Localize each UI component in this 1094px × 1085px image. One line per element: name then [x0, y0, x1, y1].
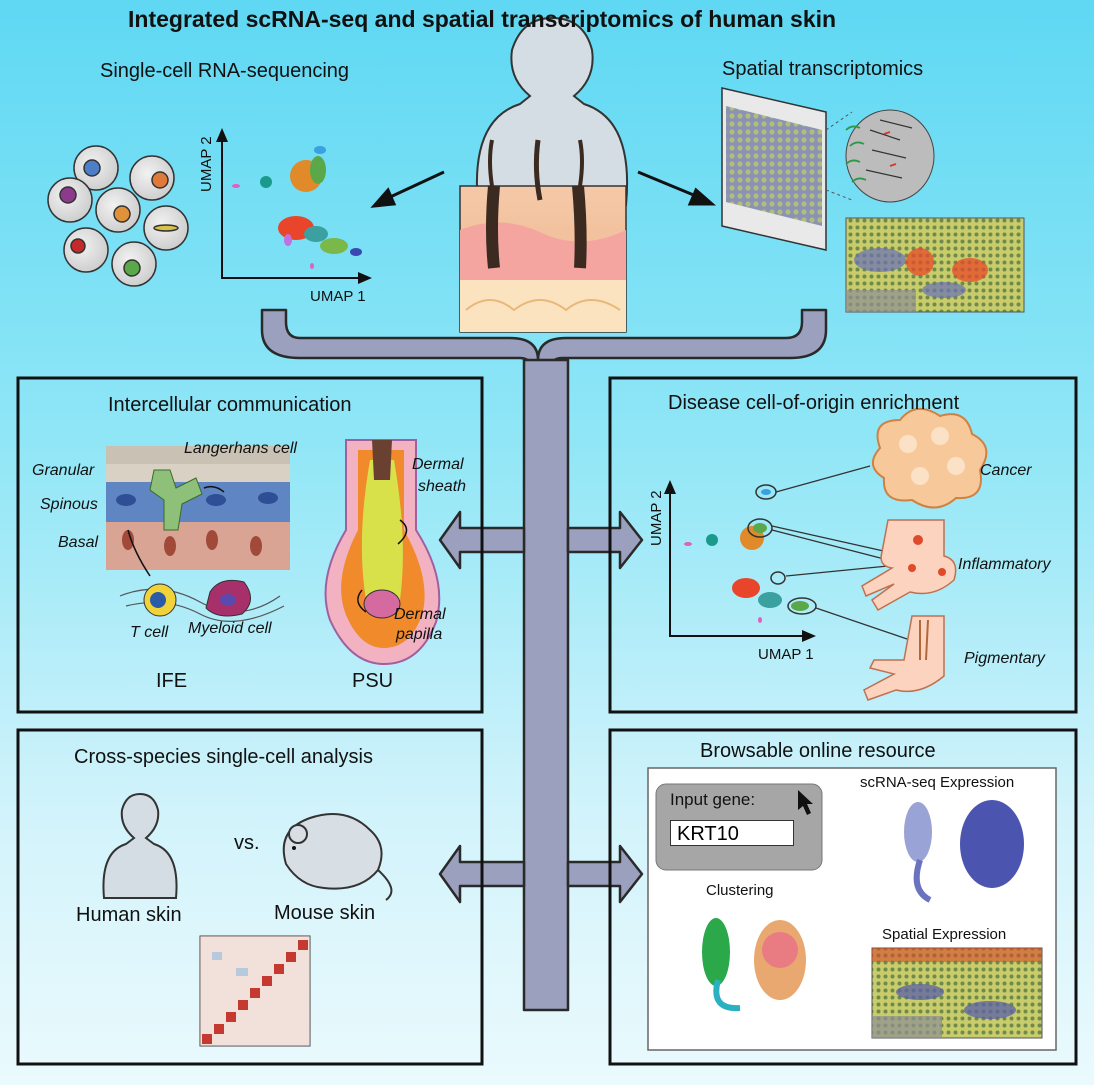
- cancer-illustration: [872, 408, 988, 509]
- cursor-icon: [798, 790, 813, 815]
- pigmentary-hand-illustration: [863, 615, 945, 701]
- section-spatial: Spatial transcriptomics: [722, 58, 924, 80]
- label-granular: Granular: [32, 462, 95, 479]
- label-dermal-papilla-2: papilla: [396, 626, 443, 643]
- label-dermal-papilla-1: Dermal: [394, 606, 446, 623]
- label-ife: IFE: [156, 670, 188, 692]
- mouse-illustration: [282, 813, 393, 901]
- umap2-label-top: UMAP 2: [198, 136, 215, 192]
- label-psu: PSU: [352, 670, 394, 692]
- label-tcell: T cell: [130, 624, 169, 641]
- label-clustering: Clustering: [706, 882, 774, 899]
- panel-title-intercellular: Intercellular communication: [108, 394, 352, 416]
- label-basal: Basal: [58, 534, 99, 551]
- input-gene-label: Input gene:: [670, 790, 756, 809]
- panel-cross-species: [16, 728, 484, 1066]
- label-mouse-skin: Mouse skin: [274, 902, 376, 924]
- section-scrna: Single-cell RNA-sequencing: [100, 60, 350, 82]
- panel-title-browsable: Browsable online resource: [700, 740, 936, 762]
- label-dermal-sheath-2: sheath: [418, 478, 467, 495]
- panel-title-disease: Disease cell-of-origin enrichment: [668, 392, 960, 414]
- connector-tree: [260, 308, 828, 1012]
- clustering-umap: [702, 918, 806, 1012]
- panel-intercellular: [16, 376, 484, 714]
- label-cancer: Cancer: [980, 462, 1032, 479]
- umap1-label-top: UMAP 1: [310, 288, 366, 305]
- figure-title: Integrated scRNA-seq and spatial transcr…: [128, 6, 837, 32]
- umap-top: [216, 128, 372, 284]
- single-cells-illustration: [47, 145, 189, 287]
- gene-input-field[interactable]: KRT10: [670, 820, 794, 846]
- umap2-label-disease: UMAP 2: [648, 490, 665, 546]
- spatial-slide-illustration: [721, 87, 1025, 313]
- label-myeloid: Myeloid cell: [188, 620, 272, 637]
- label-vs: vs.: [234, 832, 260, 854]
- label-spatial-expression: Spatial Expression: [882, 926, 1007, 943]
- correlation-heatmap: [199, 935, 311, 1047]
- ife-illustration: [106, 446, 290, 622]
- umap-disease: [664, 480, 817, 642]
- inflammatory-hand-illustration: [861, 519, 957, 612]
- human-skin-illustration: [459, 16, 629, 333]
- label-dermal-sheath-1: Dermal: [412, 456, 464, 473]
- arrows-top: [370, 170, 716, 208]
- scrna-expression-umap: [904, 800, 1024, 903]
- human-silhouette-illustration: [102, 792, 178, 899]
- umap1-label-disease: UMAP 1: [758, 646, 814, 663]
- label-langerhans: Langerhans cell: [184, 440, 297, 457]
- label-pigmentary: Pigmentary: [964, 650, 1045, 667]
- label-scrna-expression: scRNA-seq Expression: [860, 774, 1015, 791]
- disease-connector-lines: [771, 465, 911, 641]
- label-inflammatory: Inflammatory: [958, 556, 1051, 573]
- spatial-expression-map: [871, 947, 1043, 1039]
- psu-illustration: [324, 439, 441, 666]
- panel-title-cross-species: Cross-species single-cell analysis: [74, 746, 373, 768]
- panel-browsable: [608, 728, 1078, 1066]
- label-human-skin: Human skin: [76, 904, 182, 926]
- panel-disease: [608, 376, 1078, 714]
- label-spinous: Spinous: [40, 496, 98, 513]
